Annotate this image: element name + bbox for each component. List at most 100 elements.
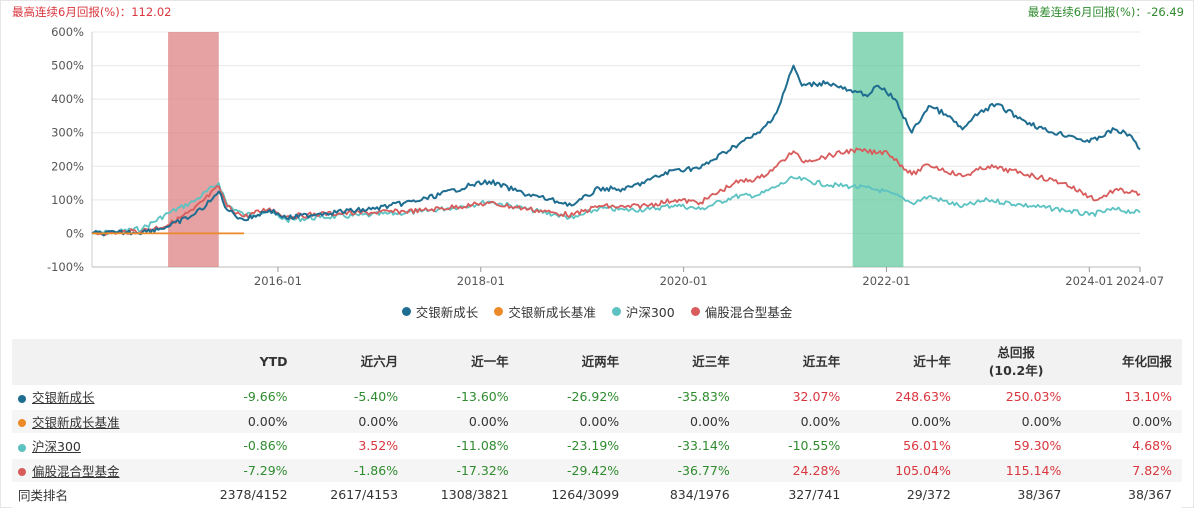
legend-marker-icon	[611, 307, 621, 316]
return-cell: 0.00%	[850, 409, 961, 434]
y-tick-label: 100%	[51, 193, 84, 207]
y-tick-label: 400%	[51, 92, 84, 106]
min-6m-return-label: 最差连续6月回报(%)：-26.49	[1027, 5, 1184, 19]
line-chart: 600% 500% 400% 300% 200% 100% 0% -100% 2016-01 20…	[47, 25, 1164, 288]
column-header: 总回报 (10.2年)	[960, 339, 1072, 385]
legend-item[interactable]: 交银新成长基准	[494, 302, 596, 321]
fund-name-cell: 偏股混合型基金	[12, 458, 187, 483]
fund-name-link[interactable]: 交银新成长	[32, 390, 95, 406]
rank-cell: 2617/4153	[297, 482, 409, 508]
x-tick-label: 2022-01	[862, 274, 910, 288]
max-6m-return-label: 最高连续6月回报(%)：112.02	[12, 5, 172, 19]
x-tick-label: 2024-07	[1116, 274, 1164, 288]
return-cell: -29.42%	[518, 458, 630, 483]
return-cell: -7.29%	[187, 458, 298, 483]
legend-label: 交银新成长	[415, 305, 479, 320]
fund-name-cell: 交银新成长基准	[12, 409, 187, 434]
chart-legend: 交银新成长 交银新成长基准 沪深300 偏股混合型基金	[0, 302, 1194, 321]
column-header: 近一年	[408, 339, 519, 385]
x-tick-label: 2020-01	[660, 274, 708, 288]
rank-cell: 1308/3821	[408, 482, 519, 508]
column-header: 近两年	[518, 339, 630, 385]
legend-item[interactable]: 沪深300	[611, 302, 675, 321]
y-tick-label: 0%	[66, 226, 84, 240]
series-marker-icon	[18, 419, 26, 428]
table-header-row: YTD 近六月 近一年 近两年 近三年 近五年 近十年 总回报 (10.2年) 年化回报	[12, 339, 1182, 385]
x-tick-label: 2024-01	[1065, 274, 1113, 288]
rank-label: 同类排名	[12, 482, 187, 508]
return-cell: -9.66%	[187, 385, 298, 410]
return-cell: -13.60%	[408, 385, 519, 410]
return-cell: -11.08%	[408, 433, 519, 459]
return-cell: 115.14%	[960, 458, 1072, 483]
legend-label: 偏股混合型基金	[704, 305, 793, 320]
column-header: 近五年	[739, 339, 851, 385]
y-tick-label: 200%	[51, 159, 84, 173]
column-header: 近六月	[297, 339, 409, 385]
rank-cell: 834/1976	[629, 482, 740, 508]
y-tick-label: 300%	[51, 126, 84, 140]
legend-item[interactable]: 偏股混合型基金	[690, 302, 793, 321]
series-line-0	[91, 64, 1141, 237]
return-cell: 7.82%	[1071, 458, 1182, 483]
performance-table: YTD 近六月 近一年 近两年 近三年 近五年 近十年 总回报 (10.2年) 年化回报 交银新…	[12, 339, 1182, 508]
return-cell: 3.52%	[297, 433, 409, 459]
column-header: 年化回报	[1071, 339, 1182, 385]
rank-cell: 38/367	[1071, 482, 1182, 508]
return-cell: 0.00%	[629, 409, 740, 434]
return-cell: -0.86%	[187, 433, 298, 459]
column-header	[12, 339, 187, 385]
y-tick-label: -100%	[47, 260, 84, 274]
return-cell: 24.28%	[739, 458, 851, 483]
return-cell: 4.68%	[1071, 433, 1182, 459]
rank-cell: 327/741	[739, 482, 851, 508]
y-tick-label: 600%	[51, 25, 84, 39]
table-row: 沪深300 -0.86% 3.52% -11.08% -23.19% -33.14% -10…	[12, 433, 1182, 459]
fund-name-cell: 沪深300	[12, 433, 187, 459]
rank-cell: 38/367	[960, 482, 1072, 508]
return-cell: 56.01%	[850, 433, 961, 459]
return-cell: 250.03%	[960, 385, 1072, 410]
return-cell: -10.55%	[739, 433, 851, 459]
return-cell: -35.83%	[629, 385, 740, 410]
rank-cell: 1264/3099	[518, 482, 630, 508]
series-marker-icon	[18, 394, 26, 403]
rank-cell: 29/372	[850, 482, 961, 508]
return-cell: -5.40%	[297, 385, 409, 410]
y-tick-label: 500%	[51, 59, 84, 73]
table-row: 偏股混合型基金 -7.29% -1.86% -17.32% -29.42% -36.77%…	[12, 458, 1182, 483]
fund-name-link[interactable]: 沪深300	[32, 439, 81, 455]
return-cell: 0.00%	[408, 409, 519, 434]
highlight-band	[168, 32, 219, 267]
rank-row: 同类排名 2378/4152 2617/4153 1308/3821 1264/3099…	[12, 482, 1182, 508]
return-cell: 105.04%	[850, 458, 961, 483]
return-cell: -17.32%	[408, 458, 519, 483]
return-cell: 13.10%	[1071, 385, 1182, 410]
fund-name-cell: 交银新成长	[12, 385, 187, 410]
legend-item[interactable]: 交银新成长	[401, 302, 479, 321]
x-tick-label: 2016-01	[254, 274, 302, 288]
return-cell: -23.19%	[518, 433, 630, 459]
return-cell: 32.07%	[739, 385, 851, 410]
return-cell: 0.00%	[1071, 409, 1182, 434]
legend-label: 交银新成长基准	[508, 305, 596, 320]
table-row: 交银新成长基准 0.00% 0.00% 0.00% 0.00% 0.00% 0.00% 0.0…	[12, 409, 1182, 434]
return-cell: -33.14%	[629, 433, 740, 459]
return-cell: 59.30%	[960, 433, 1072, 459]
fund-name-link[interactable]: 偏股混合型基金	[32, 463, 120, 479]
return-cell: -26.92%	[518, 385, 630, 410]
return-cell: -1.86%	[297, 458, 409, 483]
series-line-3	[91, 147, 1141, 237]
series-marker-icon	[18, 468, 26, 477]
series-line-2	[91, 175, 1141, 236]
x-tick-label: 2018-01	[457, 274, 505, 288]
legend-marker-icon	[401, 307, 411, 316]
return-cell: 0.00%	[297, 409, 409, 434]
return-cell: 0.00%	[960, 409, 1072, 434]
fund-name-link[interactable]: 交银新成长基准	[32, 414, 120, 430]
return-cell: 0.00%	[518, 409, 630, 434]
column-header: 近十年	[850, 339, 961, 385]
column-header: YTD	[187, 339, 298, 385]
rank-cell: 2378/4152	[187, 482, 298, 508]
column-header: 近三年	[629, 339, 740, 385]
